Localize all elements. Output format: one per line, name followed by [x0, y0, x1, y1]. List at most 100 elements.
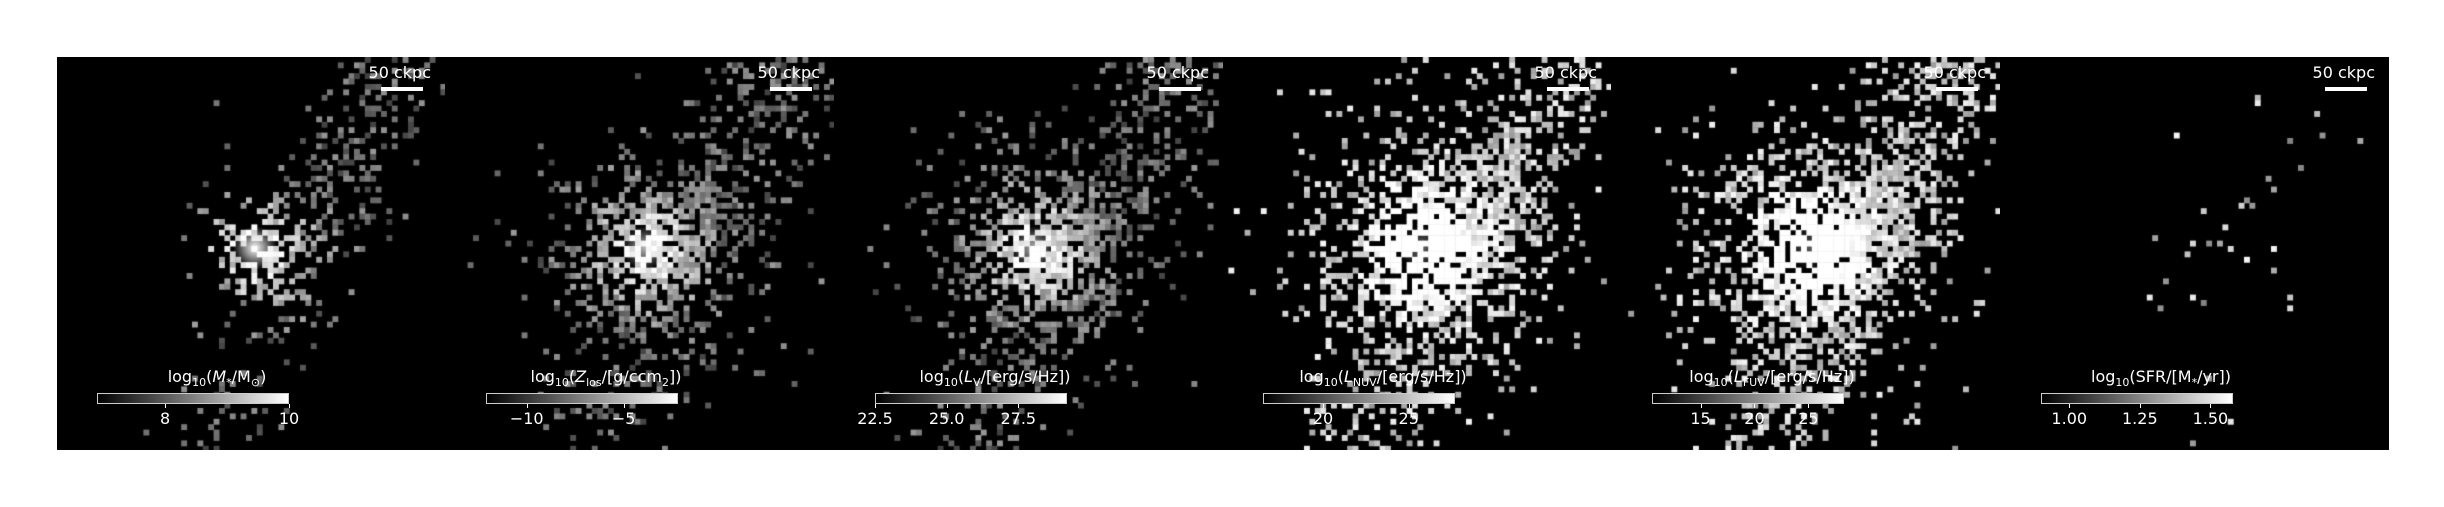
colorbar-label: log10(SFR/[M*/yr])	[2031, 367, 2291, 389]
colorbar-tick-label: 25	[1398, 409, 1419, 428]
label-unit-sub: ⊙	[250, 376, 261, 390]
colorbar-tick	[1408, 404, 1410, 408]
map-image	[1223, 57, 1611, 450]
colorbar-tick	[2210, 404, 2212, 408]
label-symbol: L	[964, 367, 974, 386]
label-open: (	[206, 367, 213, 386]
image-panel-lnuv: 50 ckpc log10(LNUV/[erg/s/Hz]) 20 25	[1223, 57, 1611, 450]
label-unit: /M	[231, 367, 251, 386]
colorbar-tick	[1323, 404, 1324, 408]
label-symbol-sub: los	[586, 376, 602, 390]
label-open: (	[1337, 367, 1344, 386]
colorbar	[875, 393, 1067, 404]
label-close: ])	[669, 367, 682, 386]
colorbar-tick	[946, 404, 948, 408]
colorbar-tick-label: 1.25	[2122, 409, 2158, 428]
colorbar	[1263, 393, 1455, 404]
colorbar-label: log10(LFUV/[erg/s/Hz])	[1642, 367, 1902, 389]
image-panel-m: 50 ckpc log10(M*/M⊙) 8 10	[57, 57, 445, 450]
label-close: ])	[1842, 367, 1855, 386]
label-symbol-sub: NUV	[1352, 376, 1377, 390]
label-symbol: L	[1733, 367, 1743, 386]
colorbar-tick-label: −10	[509, 409, 544, 428]
label-base: 10	[554, 376, 569, 390]
colorbar-tick	[289, 404, 290, 408]
colorbar-label: log10(Zlos/[g/ccm2])	[476, 367, 736, 389]
scale-label: 50 ckpc	[757, 63, 820, 82]
scale-bar	[1936, 87, 1978, 91]
label-unit: /[erg/s/Hz	[1764, 367, 1843, 386]
label-open: (	[1727, 367, 1734, 386]
colorbar	[97, 393, 289, 404]
label-unit: /[erg/s/Hz	[1376, 367, 1455, 386]
label-unit: /[erg/s/Hz	[980, 367, 1059, 386]
scale-label: 50 ckpc	[1534, 63, 1597, 82]
scale-bar	[381, 87, 423, 91]
label-symbol-sub: V	[973, 376, 981, 390]
label-prefix: log	[167, 367, 193, 386]
label-unit: /yr	[2197, 367, 2219, 386]
colorbar-tick	[2069, 404, 2071, 408]
label-close: ])	[1058, 367, 1071, 386]
scale-bar	[1547, 87, 1589, 91]
colorbar-tick	[526, 404, 528, 408]
label-symbol: M	[212, 367, 227, 386]
label-prefix: log	[1689, 367, 1714, 386]
colorbar-tick-label: 27.5	[1000, 409, 1037, 428]
label-close: )	[260, 367, 267, 386]
colorbar-tick-label: 20	[1744, 409, 1765, 428]
colorbar	[2041, 393, 2233, 404]
image-panel-lv: 50 ckpc log10(LV/[erg/s/Hz]) 22.5 25.0 27.5	[835, 57, 1223, 450]
label-symbol-sub: *	[226, 376, 232, 390]
colorbar-tick-label: 10	[278, 409, 300, 428]
image-panel-sfr: 50 ckpc log10(SFR/[M*/yr]) 1.00 1.25 1.50	[2001, 57, 2389, 450]
label-symbol: Z	[575, 367, 587, 386]
map-image	[57, 57, 445, 450]
scale-label: 50 ckpc	[1923, 63, 1986, 82]
scale-label: 50 ckpc	[2312, 63, 2375, 82]
scale-label: 50 ckpc	[368, 63, 431, 82]
label-unit: /[g/ccm	[601, 367, 662, 386]
label-base: 10	[192, 376, 207, 390]
label-prefix: log	[1299, 367, 1324, 386]
label-base: 10	[1323, 376, 1338, 390]
colorbar-tick-label: 22.5	[857, 409, 893, 428]
label-close: ])	[1454, 367, 1467, 386]
label-base: 10	[1713, 376, 1728, 390]
colorbar-tick-label: 25.0	[928, 409, 965, 428]
image-panel-z: 50 ckpc log10(Zlos/[g/ccm2]) −10 −5	[446, 57, 834, 450]
map-image	[446, 57, 834, 450]
label-prefix: log	[2091, 367, 2116, 386]
colorbar-tick-label: 20	[1312, 409, 1334, 428]
colorbar-label: log10(LNUV/[erg/s/Hz])	[1253, 367, 1513, 389]
label-prefix: log	[919, 367, 944, 386]
colorbar	[486, 393, 678, 404]
scale-bar	[1159, 87, 1201, 91]
colorbar-tick	[1754, 404, 1756, 408]
colorbar-tick	[875, 404, 876, 408]
scale-label: 50 ckpc	[1146, 63, 1209, 82]
figure: 50 ckpc log10(M*/M⊙) 8 10 50 ckpc log10(Zlos/…	[57, 57, 2389, 450]
colorbar-label: log10(M*/M⊙)	[87, 367, 347, 389]
colorbar-label: log10(LV/[erg/s/Hz])	[865, 367, 1125, 389]
label-close: ])	[2218, 367, 2231, 386]
scale-bar	[2325, 87, 2367, 91]
colorbar-tick	[165, 404, 167, 408]
colorbar-tick-label: 8	[160, 409, 171, 428]
map-image	[835, 57, 1223, 450]
colorbar-tick-label: 25	[1798, 409, 1819, 428]
label-prefix: log	[530, 367, 555, 386]
map-image	[1612, 57, 2000, 450]
colorbar-tick-label: 1.50	[2192, 409, 2229, 428]
label-open: (SFR/[M	[2129, 367, 2192, 386]
colorbar-tick-label: 1.00	[2051, 409, 2088, 428]
colorbar-tick	[1808, 404, 1810, 408]
colorbar-tick-label: −5	[611, 409, 636, 428]
colorbar-tick	[1700, 404, 1702, 408]
label-base: 10	[2115, 376, 2130, 390]
label-symbol-sub: FUV	[1742, 376, 1765, 390]
map-image	[2001, 57, 2389, 450]
colorbar	[1652, 393, 1844, 404]
colorbar-tick	[2139, 404, 2141, 408]
image-panel-lfuv: 50 ckpc log10(LFUV/[erg/s/Hz]) 15 20 25	[1612, 57, 2000, 450]
